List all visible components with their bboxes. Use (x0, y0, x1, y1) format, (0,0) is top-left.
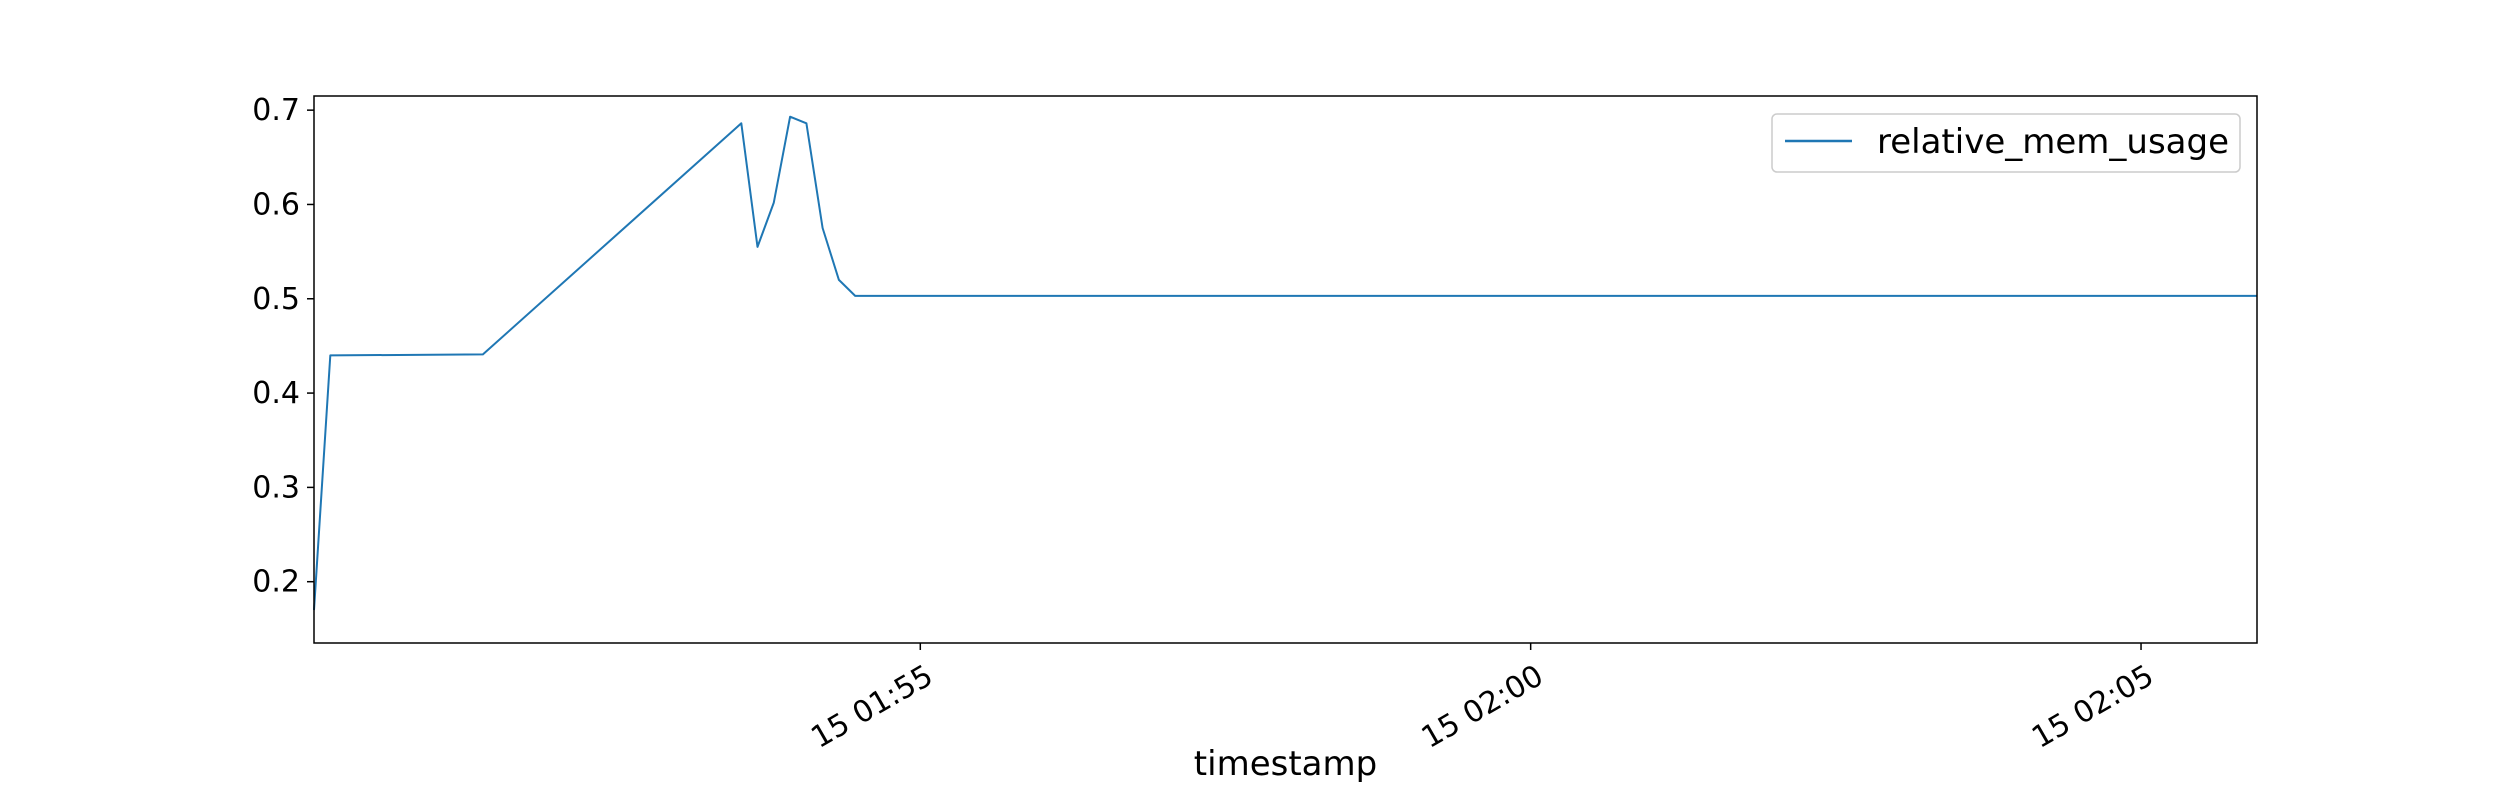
y-tick-label: 0.3 (252, 470, 300, 505)
series-line-relative-mem-usage (313, 115, 2257, 611)
y-tick-label: 0.4 (252, 376, 300, 411)
x-axis-label: timestamp (1194, 744, 1377, 784)
plot-frame (313, 95, 2258, 644)
series-layer (313, 115, 2257, 611)
legend-box (1771, 113, 2241, 173)
legend-label-relative-mem-usage: relative_mem_usage (1877, 122, 2229, 162)
y-axis: 0.2 0.3 0.4 0.5 0.6 0.7 (252, 93, 314, 600)
y-tick-label: 0.2 (252, 565, 300, 600)
legend: relative_mem_usage (1771, 113, 2241, 173)
y-tick-label: 0.7 (252, 93, 300, 128)
y-tick-label: 0.5 (252, 282, 300, 317)
y-tick-label: 0.6 (252, 187, 300, 222)
